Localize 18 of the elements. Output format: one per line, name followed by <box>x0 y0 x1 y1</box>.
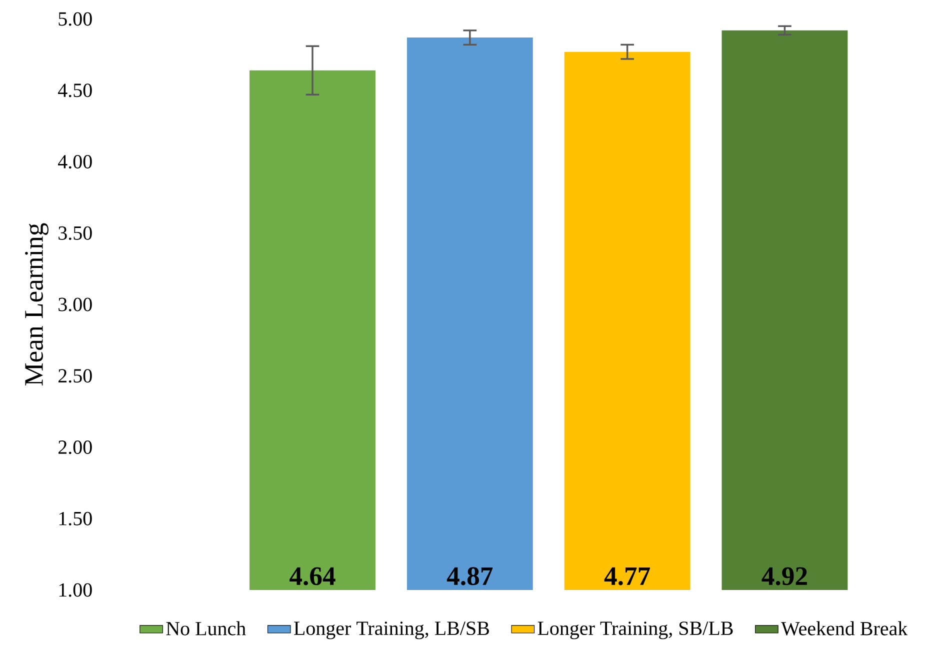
y-tick-label: 4.50 <box>58 84 92 98</box>
y-tick-label: 3.00 <box>58 298 92 312</box>
y-tick-label: 2.00 <box>58 440 92 454</box>
y-axis-title: Mean Learning <box>25 223 48 386</box>
data-label: 4.64 <box>290 567 336 586</box>
legend-label: Longer Training, LB/SB <box>294 622 489 640</box>
y-tick-label: 1.50 <box>59 512 92 526</box>
legend-label: Weekend Break <box>781 621 908 636</box>
y-tick-label: 5.00 <box>58 12 92 26</box>
y-tick-label: 3.50 <box>58 226 92 240</box>
data-label: 4.87 <box>446 567 493 586</box>
legend-label: Longer Training, SB/LB <box>538 622 733 640</box>
data-label: 4.92 <box>762 567 807 586</box>
y-tick-label: 2.50 <box>58 369 92 383</box>
legend-label: No Lunch <box>166 621 246 636</box>
y-tick-label: 1.00 <box>59 583 92 597</box>
data-label: 4.77 <box>604 567 650 586</box>
y-tick-label: 4.00 <box>58 154 92 169</box>
